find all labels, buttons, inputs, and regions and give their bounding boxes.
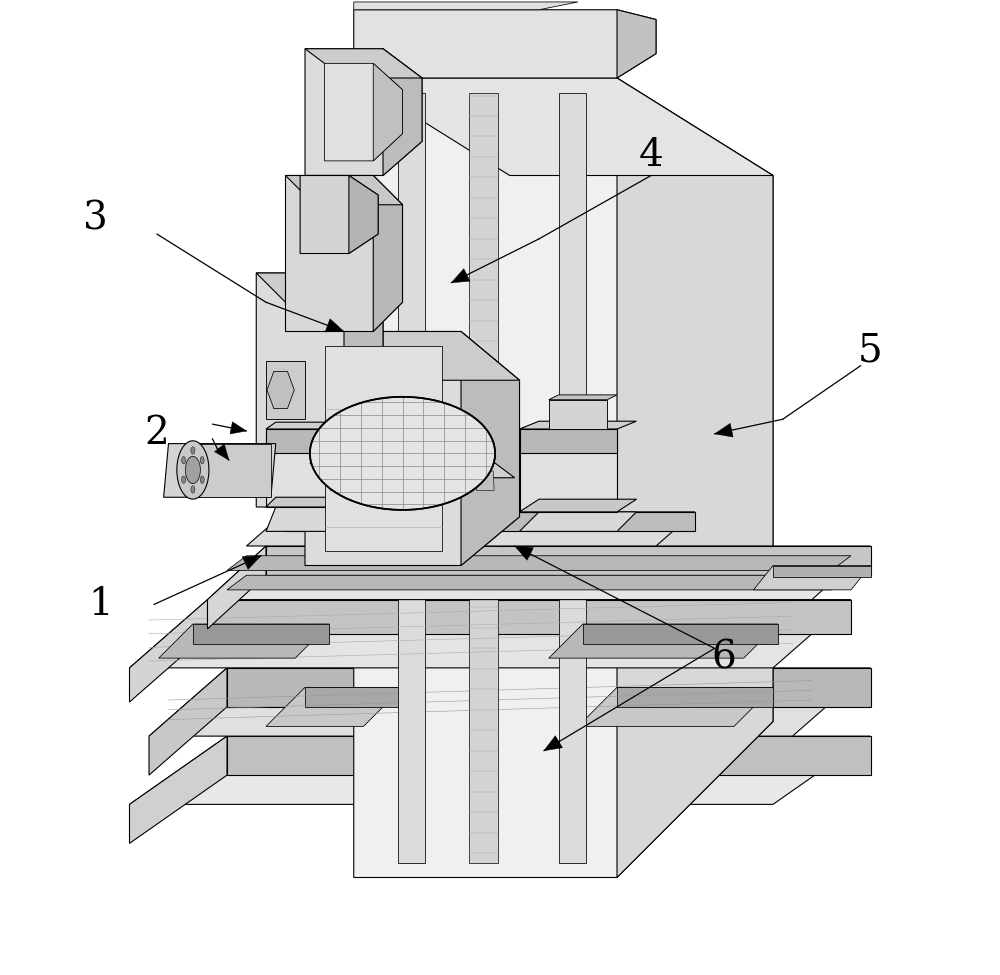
Polygon shape xyxy=(520,429,617,453)
Polygon shape xyxy=(417,471,436,490)
Polygon shape xyxy=(354,78,773,176)
Polygon shape xyxy=(266,546,870,575)
Polygon shape xyxy=(266,429,373,507)
Polygon shape xyxy=(305,687,402,707)
Text: 2: 2 xyxy=(144,415,169,452)
Polygon shape xyxy=(515,546,533,561)
Polygon shape xyxy=(451,269,470,283)
Polygon shape xyxy=(256,273,383,507)
Polygon shape xyxy=(246,512,695,546)
Polygon shape xyxy=(266,687,402,726)
Polygon shape xyxy=(617,687,773,707)
Polygon shape xyxy=(373,63,402,161)
Polygon shape xyxy=(208,600,851,634)
Polygon shape xyxy=(544,736,563,751)
Polygon shape xyxy=(149,668,227,775)
Polygon shape xyxy=(617,10,656,78)
Polygon shape xyxy=(578,687,773,726)
Polygon shape xyxy=(461,332,520,566)
Polygon shape xyxy=(159,624,329,658)
Polygon shape xyxy=(193,444,271,497)
Text: 4: 4 xyxy=(639,137,664,175)
Polygon shape xyxy=(329,471,348,490)
Polygon shape xyxy=(469,93,498,863)
Polygon shape xyxy=(242,556,261,569)
Polygon shape xyxy=(227,668,870,707)
Polygon shape xyxy=(446,471,465,490)
Polygon shape xyxy=(305,332,520,380)
Polygon shape xyxy=(208,546,870,600)
Polygon shape xyxy=(520,499,637,512)
Polygon shape xyxy=(354,78,773,878)
Polygon shape xyxy=(549,395,617,400)
Polygon shape xyxy=(359,471,377,490)
Polygon shape xyxy=(227,736,870,775)
Polygon shape xyxy=(227,575,851,590)
Polygon shape xyxy=(130,600,208,702)
Polygon shape xyxy=(200,456,204,464)
Polygon shape xyxy=(617,78,773,878)
Polygon shape xyxy=(256,273,383,312)
Polygon shape xyxy=(177,441,209,499)
Polygon shape xyxy=(520,429,617,512)
Polygon shape xyxy=(754,566,870,590)
Polygon shape xyxy=(354,2,578,10)
Polygon shape xyxy=(130,736,227,843)
Polygon shape xyxy=(344,273,383,507)
Polygon shape xyxy=(349,176,378,254)
Polygon shape xyxy=(549,400,607,429)
Polygon shape xyxy=(549,624,778,658)
Text: 3: 3 xyxy=(83,201,108,238)
Polygon shape xyxy=(182,456,186,464)
Polygon shape xyxy=(193,624,329,644)
Polygon shape xyxy=(558,93,586,863)
Polygon shape xyxy=(310,397,495,510)
Text: 6: 6 xyxy=(712,640,737,677)
Polygon shape xyxy=(520,421,637,429)
Polygon shape xyxy=(354,10,656,78)
Polygon shape xyxy=(383,49,422,176)
Polygon shape xyxy=(191,447,195,454)
Polygon shape xyxy=(267,371,294,409)
Polygon shape xyxy=(266,422,383,429)
Polygon shape xyxy=(583,624,778,644)
Polygon shape xyxy=(191,486,195,493)
Polygon shape xyxy=(227,556,851,570)
Polygon shape xyxy=(286,512,695,531)
Polygon shape xyxy=(149,668,870,736)
Polygon shape xyxy=(324,63,402,161)
Polygon shape xyxy=(130,736,870,804)
Polygon shape xyxy=(286,176,402,332)
Polygon shape xyxy=(185,456,200,484)
Polygon shape xyxy=(773,566,870,577)
Polygon shape xyxy=(300,176,378,254)
Polygon shape xyxy=(305,49,422,176)
Text: 5: 5 xyxy=(858,332,883,370)
Polygon shape xyxy=(266,507,373,531)
Polygon shape xyxy=(305,49,422,78)
Polygon shape xyxy=(305,332,520,566)
Polygon shape xyxy=(388,471,406,490)
Polygon shape xyxy=(476,471,494,490)
Polygon shape xyxy=(373,176,402,332)
Polygon shape xyxy=(714,423,733,437)
Polygon shape xyxy=(214,444,229,460)
Polygon shape xyxy=(286,176,402,205)
Polygon shape xyxy=(208,546,266,629)
Polygon shape xyxy=(266,429,373,453)
Polygon shape xyxy=(130,600,851,668)
Polygon shape xyxy=(325,319,344,332)
Polygon shape xyxy=(164,444,276,497)
Polygon shape xyxy=(266,361,305,419)
Polygon shape xyxy=(230,422,246,434)
Text: 1: 1 xyxy=(88,586,113,623)
Polygon shape xyxy=(324,346,442,551)
Polygon shape xyxy=(266,497,383,507)
Polygon shape xyxy=(310,463,515,478)
Polygon shape xyxy=(520,512,637,531)
Polygon shape xyxy=(200,476,204,484)
Polygon shape xyxy=(398,93,425,863)
Polygon shape xyxy=(182,476,186,484)
